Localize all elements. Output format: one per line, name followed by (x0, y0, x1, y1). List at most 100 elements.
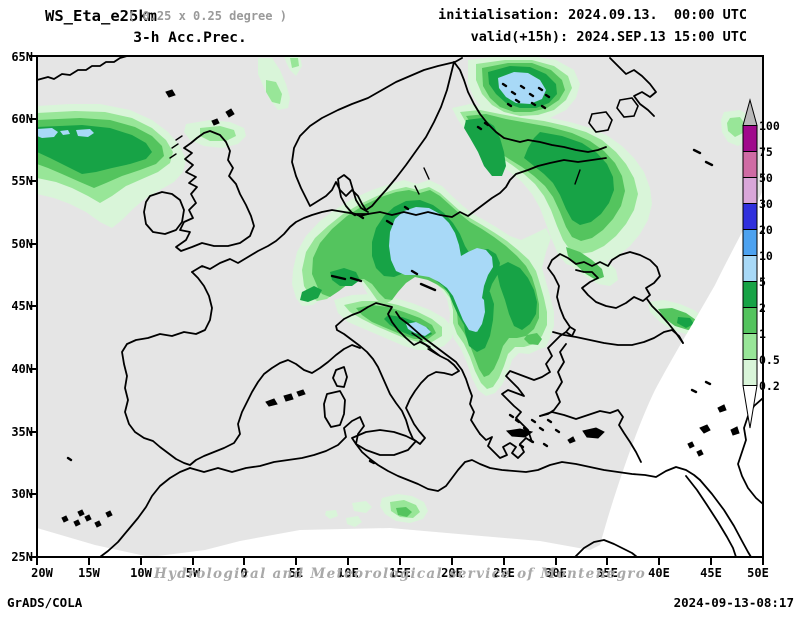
coastline-baltic-south (367, 157, 607, 218)
creation-timestamp: 2024-09-13-08:17 (674, 595, 794, 610)
initialisation-time: initialisation: 2024.09.13. 00:00 UTC (438, 7, 747, 23)
lon-label: 35E (596, 566, 618, 580)
colorbar-segment (742, 359, 758, 386)
canary-islands (61, 509, 113, 528)
product-title: 3-h Acc.Prec. (133, 30, 247, 46)
lon-label: 40E (648, 566, 670, 580)
precipitation-fields (37, 56, 752, 527)
lat-label: 25N (11, 550, 33, 564)
lon-label: 45E (700, 566, 722, 580)
aegean-islands (508, 413, 561, 449)
coastline-blacksea-west-azov-crimea (547, 251, 661, 328)
corsica (332, 366, 348, 388)
red-sea-east (699, 479, 752, 558)
lake-balaton (419, 282, 437, 292)
ne-russia-marks (690, 148, 714, 394)
colorbar-label: 5 (759, 275, 766, 289)
colorbar-triangle-bottom (742, 385, 758, 429)
coastline-bothnia-finland (453, 61, 607, 153)
lake-ladoga (588, 111, 613, 133)
sardinia (323, 390, 346, 428)
colorbar-label: 2 (759, 301, 766, 315)
lat-label: 40N (11, 362, 33, 376)
colorbar-label: 100 (759, 119, 780, 133)
coastline-greece-aegean (479, 331, 567, 459)
lon-label: 15W (78, 566, 100, 580)
colorbar-segment (742, 177, 758, 204)
lon-label: 5E (289, 566, 303, 580)
lon-ticks (36, 557, 764, 565)
coastline-iberia-france (121, 271, 361, 466)
sicily (351, 429, 417, 456)
colorbar-label: 0.5 (759, 353, 780, 367)
lat-label: 50N (11, 237, 33, 251)
colorbar-label: 0.2 (759, 379, 780, 393)
crete (505, 428, 534, 438)
colorbar-label: 10 (759, 249, 773, 263)
lon-label: 50E (747, 566, 769, 580)
colorbar-label: 1 (759, 327, 766, 341)
colorbar-segment (742, 151, 758, 178)
valid-time: valid(+15h): 2024.SEP.13 15:00 UTC (471, 29, 747, 45)
lake-peipus (574, 169, 581, 185)
colorbar-segment (742, 125, 758, 152)
rhodes (567, 436, 576, 444)
coastline-great-britain (175, 130, 255, 252)
colorbar-segment (742, 203, 758, 230)
lat-axis-labels: 65N 60N 55N 50N 45N 40N 35N 30N 25N (11, 50, 33, 564)
madeira-djerba (66, 456, 376, 465)
lon-label: 5W (186, 566, 201, 580)
lat-label: 35N (11, 425, 33, 439)
lake-onega (616, 97, 639, 118)
coastline-blacksea-east (646, 298, 684, 344)
lat-ticks (29, 55, 37, 558)
cyprus (582, 427, 605, 439)
white-sea (609, 57, 657, 117)
lon-label: 20E (441, 566, 463, 580)
grads-credit: GrADS/COLA (7, 595, 83, 610)
balearic-islands (265, 389, 306, 407)
colorbar-segment (742, 281, 758, 308)
lat-label: 30N (11, 487, 33, 501)
colorbar: 100 75 50 30 20 10 5 2 1 0.5 0.2 (742, 98, 780, 429)
coastline-blacksea-south (552, 329, 684, 346)
coastlines (36, 55, 764, 558)
lon-label: 25E (493, 566, 515, 580)
coastline-ireland (143, 191, 185, 235)
model-title: WS_Eta_e25km (45, 7, 157, 25)
lon-label: 10E (337, 566, 359, 580)
dalmatian-islands (411, 332, 439, 356)
coastline-sweden (365, 61, 455, 211)
coastline-north-africa (189, 416, 701, 492)
coastline-norway (291, 57, 463, 211)
lon-label: 20W (31, 566, 53, 580)
coastline-adriatic-east (395, 311, 481, 435)
service-credit: Hydrological and Meteorological service … (153, 566, 646, 582)
lon-label: 10W (130, 566, 152, 580)
coastline-iceland (36, 55, 128, 81)
gotland-oland (414, 167, 430, 195)
faroe-islands (165, 89, 176, 98)
colorbar-label: 20 (759, 223, 773, 237)
coastline-turkey-south-levant (539, 409, 642, 463)
colorbar-segment (742, 255, 758, 282)
red-sea-west (685, 475, 737, 558)
grid-resolution: ( 0.25 x 0.25 degree ) (128, 9, 287, 23)
anatolia-lakes (687, 404, 740, 457)
lon-axis-labels: 20W 15W 10W 5W 0 5E 10E 15E 20E 25E 30E … (31, 566, 769, 580)
lat-label: 45N (11, 299, 33, 313)
lon-label: 30E (545, 566, 567, 580)
colorbar-segment (742, 307, 758, 334)
red-sea-gulf (574, 539, 638, 558)
footer: Hydrological and Meteorological service … (7, 566, 794, 610)
lon-label: 15E (389, 566, 411, 580)
shetland-islands (225, 108, 235, 118)
colorbar-label: 50 (759, 171, 773, 185)
coastline-italy (335, 302, 460, 445)
coastline-west-europe (191, 209, 369, 273)
bosporus (565, 326, 576, 337)
header: WS_Eta_e25km ( 0.25 x 0.25 degree ) 3-h … (45, 7, 747, 46)
hebrides (169, 135, 183, 159)
alpine-lakes (330, 219, 419, 283)
